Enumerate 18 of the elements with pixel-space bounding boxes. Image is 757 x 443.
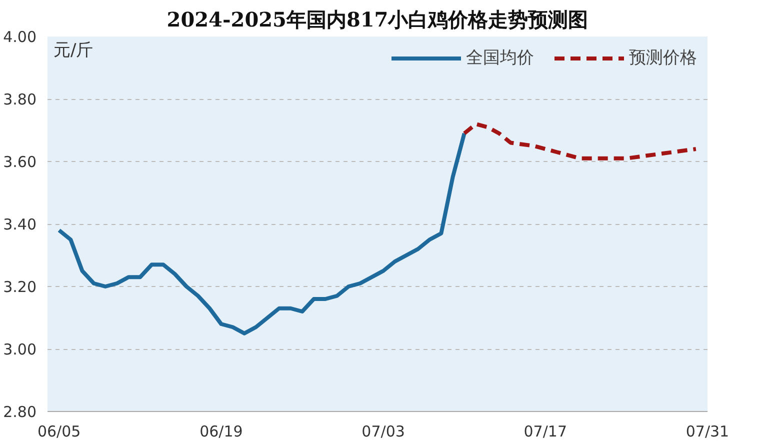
x-tick-label: 07/03 (362, 422, 405, 440)
y-tick-label: 3.20 (3, 278, 37, 296)
y-tick-label: 3.40 (3, 216, 37, 234)
x-tick-label: 06/19 (200, 422, 243, 440)
line-series (57, 131, 466, 336)
x-tick-label: 06/05 (37, 422, 81, 440)
y-tick-label: 3.60 (3, 153, 37, 171)
y-tick-label: 2.80 (3, 403, 37, 421)
y-tick-label: 4.00 (3, 28, 37, 46)
y-axis-title: 元/斤 (54, 40, 94, 60)
line-series (462, 122, 698, 160)
chart-title: 2024-2025年国内817小白鸡价格走势预测图 (166, 8, 588, 32)
y-tick-label: 3.80 (3, 90, 37, 108)
x-tick-label: 07/17 (524, 422, 568, 440)
x-tick-label: 07/31 (686, 422, 730, 440)
legend-label: 预测价格 (629, 47, 697, 69)
y-tick-label: 3.00 (3, 340, 37, 358)
legend-label: 全国均价 (466, 47, 534, 69)
